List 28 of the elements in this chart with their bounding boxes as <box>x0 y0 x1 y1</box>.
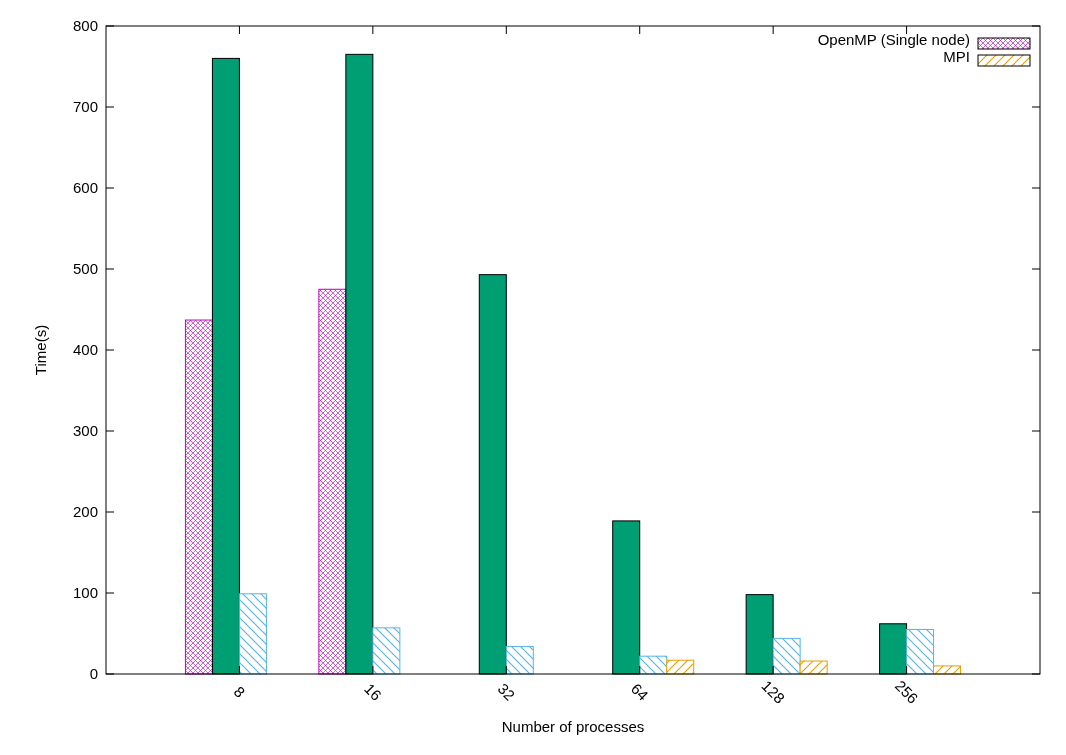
bar <box>184 319 213 675</box>
x-tick-label: 64 <box>627 679 652 704</box>
y-axis-title: Time(s) <box>32 324 49 376</box>
y-tick-label: 500 <box>72 260 98 278</box>
y-tick-label: 300 <box>72 422 98 440</box>
x-tick-label: 16 <box>361 679 385 704</box>
y-tick-label: 700 <box>72 98 98 116</box>
bar <box>372 627 401 675</box>
bar <box>238 593 267 675</box>
x-tick-label: 256 <box>891 676 922 707</box>
y-tick-label: 0 <box>89 665 98 683</box>
bar <box>505 645 534 675</box>
x-axis-title: Number of processes <box>501 718 645 735</box>
y-tick-label: 100 <box>72 584 98 602</box>
bar <box>318 288 347 675</box>
bar <box>799 660 828 675</box>
x-tick-label: 128 <box>758 676 789 707</box>
legend-label: OpenMP (Single node) <box>817 31 970 48</box>
x-tick-label: 32 <box>494 679 519 704</box>
y-tick-label: 200 <box>72 503 98 521</box>
x-tick-label: 8 <box>230 682 249 701</box>
bar <box>906 628 935 675</box>
legend-label: MPI <box>943 48 970 65</box>
y-tick-label: 400 <box>72 341 98 359</box>
bar <box>639 655 668 675</box>
y-tick-label: 800 <box>72 17 98 35</box>
y-tick-label: 600 <box>72 179 98 197</box>
bar <box>772 637 801 675</box>
